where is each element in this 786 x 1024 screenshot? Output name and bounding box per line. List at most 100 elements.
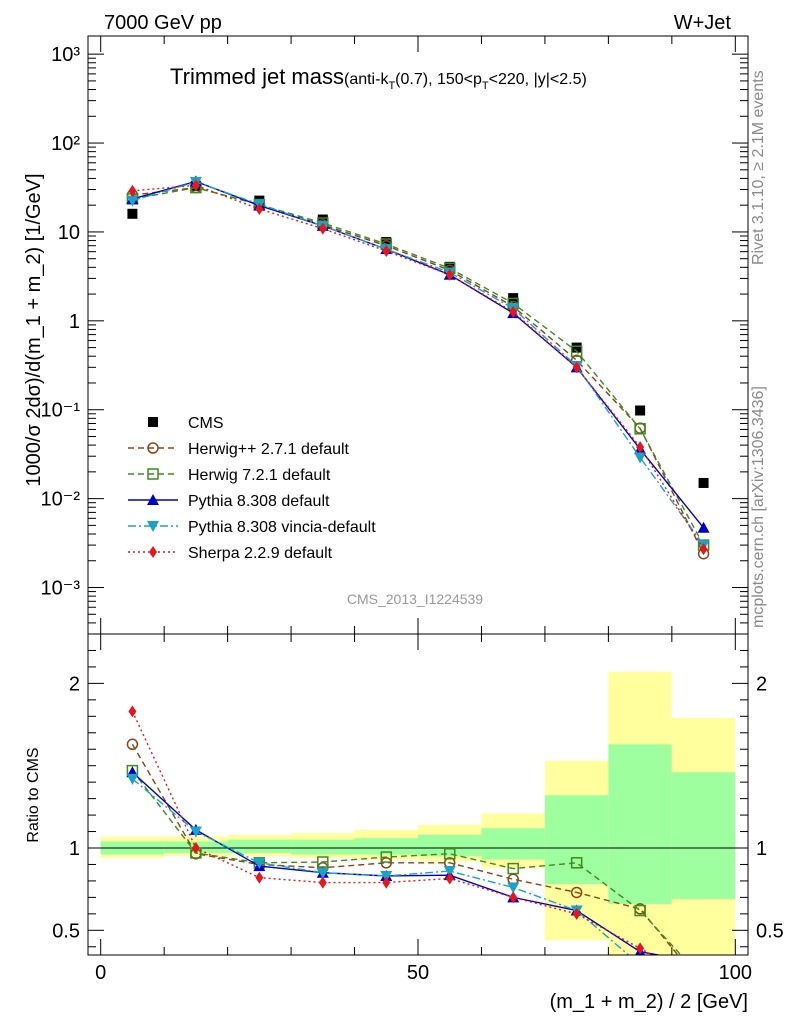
- uncertainty-band-inner: [227, 839, 292, 853]
- ratio-point-herwig7: [634, 904, 646, 917]
- ratio-point-vincia: [253, 857, 266, 869]
- mcplots-label: mcplots.cern.ch [arXiv:1306.3436]: [750, 386, 767, 628]
- ratio-y-tick-label: 0.5: [52, 920, 80, 942]
- data-point-herwig7: [634, 423, 646, 435]
- ratio-point-sherpa: [509, 891, 518, 904]
- plot-title: Trimmed jet mass(anti-kT(0.7), 150<pT<22…: [170, 64, 587, 92]
- legend-marker-sherpa: [149, 546, 157, 558]
- y-tick-label: 1: [69, 311, 80, 333]
- data-point-sherpa: [636, 441, 645, 454]
- y-tick-label: 10⁻²: [41, 489, 81, 511]
- ratio-point-sherpa: [572, 907, 581, 920]
- legend-label-cms: CMS: [188, 415, 224, 432]
- series-line-herwig7: [132, 186, 705, 546]
- ratio-point-vincia: [380, 870, 393, 882]
- y-tick-label: 10⁻¹: [41, 400, 81, 422]
- main-y-axis-label: 1000/σ 2dσ)/d(m_1 + m_2) [1/GeV]: [23, 173, 45, 486]
- uncertainty-band-inner: [291, 839, 355, 855]
- data-point-cms: [381, 237, 392, 248]
- legend-label-pythia: Pythia 8.308 default: [188, 493, 330, 510]
- ratio-y-tick-label: 1: [69, 838, 80, 860]
- data-point-sherpa: [191, 179, 200, 192]
- ratio-point-herwig7: [570, 857, 583, 869]
- data-point-sherpa: [445, 268, 454, 281]
- data-point-sherpa: [509, 305, 518, 318]
- ratio-point-herwig7: [507, 862, 519, 875]
- data-point-sherpa: [255, 203, 264, 216]
- main-frame: [87, 35, 749, 635]
- ratio-line-herwigpp: [131, 743, 679, 955]
- ratio-point-sherpa: [255, 871, 264, 884]
- ratio-line-pythia: [131, 771, 663, 955]
- legend-entry-herwig7: Herwig 7.2.1 default: [128, 467, 331, 484]
- ratio-point-sherpa: [636, 942, 645, 955]
- ratio-point-sherpa: [191, 842, 200, 854]
- data-point-sherpa: [572, 361, 581, 374]
- legend-entry-cms: CMS: [148, 415, 224, 432]
- data-point-pythia: [697, 521, 710, 533]
- legend-entry-sherpa: Sherpa 2.2.9 default: [128, 545, 333, 562]
- ratio-point-herwigpp: [126, 738, 139, 751]
- x-axis-label: (m_1 + m_2) / 2 [GeV]: [550, 991, 748, 1013]
- main-plot: 10⁻³ 10⁻² 10⁻¹ 1 10 10² 10³: [41, 35, 749, 635]
- ratio-line-sherpa: [131, 711, 654, 955]
- x-tick-label: 50: [407, 962, 429, 984]
- uncertainty-band-inner: [481, 828, 545, 860]
- data-point-herwig7: [570, 345, 583, 357]
- series-line-sherpa: [132, 184, 705, 550]
- data-point-sherpa: [128, 184, 137, 197]
- ratio-y-axis-label: Ratio to CMS: [25, 747, 42, 842]
- data-point-sherpa: [699, 543, 708, 556]
- ratio-point-vincia: [316, 867, 329, 879]
- y-tick-label: 10⁻³: [41, 578, 81, 600]
- series-line-herwigpp: [132, 186, 705, 555]
- legend-entry-herwigpp: Herwig++ 2.7.1 default: [128, 441, 350, 458]
- legend-marker-cms: [148, 417, 158, 427]
- legend-marker-herwig7: [147, 468, 159, 480]
- ratio-y-tick-label-right: 2: [756, 673, 767, 695]
- ratio-point-vincia: [126, 773, 139, 785]
- data-point-cms: [698, 477, 709, 488]
- legend-marker-pythia: [147, 494, 159, 505]
- ratio-point-sherpa: [128, 705, 137, 718]
- ratio-point-herwigpp: [570, 886, 583, 899]
- uncertainty-band-inner: [544, 795, 609, 885]
- ratio-y-tick-label-right: 0.5: [756, 920, 784, 942]
- data-point-cms: [127, 208, 138, 219]
- legend-label-vincia: Pythia 8.308 vincia-default: [188, 519, 376, 536]
- uncertainty-band-inner: [608, 744, 672, 904]
- ratio-point-vincia: [443, 866, 456, 878]
- legend: CMS Herwig++ 2.7.1 default Herwig 7.2.1 de…: [128, 415, 376, 562]
- ratio-series-vincia: [126, 773, 630, 955]
- ratio-line-vincia: [131, 778, 630, 955]
- ratio-point-herwigpp: [380, 857, 393, 869]
- process-label: W+Jet: [674, 12, 732, 34]
- legend-label-sherpa: Sherpa 2.2.9 default: [188, 545, 333, 562]
- ratio-plot: 0.5 0.5 1 1 2 2 0 50 100: [52, 633, 784, 984]
- y-tick-label: 10: [58, 222, 80, 244]
- ratio-y-tick-label-right: 1: [756, 838, 767, 860]
- data-point-cms: [635, 405, 646, 416]
- ratio-point-vincia: [189, 826, 202, 838]
- data-point-sherpa: [318, 222, 327, 235]
- data-point-vincia: [634, 452, 647, 464]
- legend-entry-pythia: Pythia 8.308 default: [128, 493, 330, 510]
- ratio-point-sherpa: [382, 876, 391, 889]
- y-tick-label: 10²: [51, 133, 80, 155]
- ratio-point-sherpa: [318, 876, 327, 889]
- ratio-y-tick-label: 2: [69, 673, 80, 695]
- legend-label-herwigpp: Herwig++ 2.7.1 default: [188, 441, 350, 458]
- energy-label: 7000 GeV pp: [104, 12, 222, 34]
- ratio-point-vincia: [507, 882, 520, 894]
- legend-entry-vincia: Pythia 8.308 vincia-default: [128, 519, 376, 536]
- series-line-vincia: [132, 181, 705, 546]
- data-point-vincia: [126, 195, 139, 207]
- x-tick-label: 100: [719, 962, 752, 984]
- data-point-cms: [571, 342, 582, 353]
- uncertainty-band-inner: [418, 834, 482, 857]
- data-point-cms: [444, 261, 455, 272]
- legend-marker-herwigpp: [147, 442, 159, 454]
- ratio-series-sherpa: [128, 705, 654, 955]
- uncertainty-band-inner: [354, 838, 418, 855]
